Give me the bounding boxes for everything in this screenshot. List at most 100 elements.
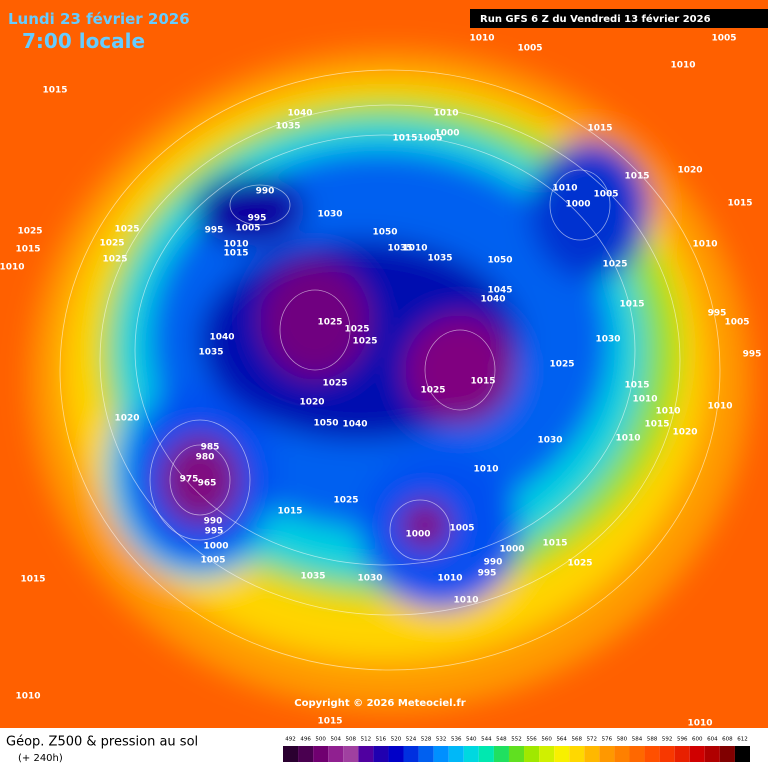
scale-swatch — [569, 746, 585, 762]
pressure-label: 1020 — [299, 398, 324, 408]
scale-swatch — [584, 746, 600, 762]
pressure-label: 1025 — [317, 318, 342, 328]
pressure-label: 1050 — [313, 419, 338, 429]
field — [405, 315, 515, 425]
pressure-label: 995 — [743, 350, 762, 360]
field — [195, 175, 305, 245]
pressure-label: 1015 — [727, 199, 752, 209]
pressure-label: 1015 — [42, 86, 67, 96]
scale-swatch — [358, 746, 374, 762]
pressure-label: 1025 — [567, 559, 592, 569]
scale-label: 584 — [632, 737, 643, 743]
scale-label: 508 — [346, 737, 357, 743]
pressure-label: 1005 — [235, 224, 260, 234]
scale-swatch — [298, 746, 314, 762]
pressure-label: 1000 — [565, 200, 590, 210]
scale-label: 492 — [285, 737, 296, 743]
pressure-label: 1030 — [595, 335, 620, 345]
scale-label: 604 — [707, 737, 718, 743]
pressure-label: 1000 — [405, 530, 430, 540]
pressure-label: 1015 — [15, 245, 40, 255]
scale-swatch — [539, 746, 555, 762]
pressure-label: 1015 — [542, 539, 567, 549]
scale-label: 600 — [692, 737, 703, 743]
pressure-label: 990 — [256, 187, 275, 197]
scale-swatch — [599, 746, 615, 762]
pressure-label: 1010 — [402, 244, 427, 254]
pressure-label: 1015 — [20, 575, 45, 585]
scale-label: 564 — [556, 737, 567, 743]
scale-label: 528 — [421, 737, 432, 743]
pressure-label: 1000 — [434, 129, 459, 139]
scale-label: 592 — [662, 737, 673, 743]
pressure-label: 1020 — [672, 428, 697, 438]
scale-swatch — [283, 746, 299, 762]
pressure-label: 995 — [205, 527, 224, 537]
pressure-label: 990 — [484, 558, 503, 568]
pressure-label: 1025 — [549, 360, 574, 370]
pressure-label: 1010 — [437, 574, 462, 584]
scale-swatch — [403, 746, 419, 762]
pressure-label: 1015 — [470, 377, 495, 387]
scale-label: 572 — [587, 737, 598, 743]
pressure-label: 995 — [205, 226, 224, 236]
scale-swatch — [734, 746, 750, 762]
scale-label: 608 — [722, 737, 733, 743]
pressure-label: 1035 — [427, 254, 452, 264]
scale-swatch — [629, 746, 645, 762]
footer-title: Géop. Z500 & pression au sol — [6, 735, 198, 750]
pressure-label: 1005 — [417, 134, 442, 144]
pressure-label: 1025 — [344, 325, 369, 335]
pressure-label: 1005 — [449, 524, 474, 534]
pressure-label: 1025 — [114, 225, 139, 235]
pressure-label: 1005 — [593, 190, 618, 200]
pressure-label: 1015 — [624, 172, 649, 182]
pressure-label: 1015 — [587, 124, 612, 134]
scale-label: 512 — [361, 737, 372, 743]
pressure-label: 1035 — [198, 348, 223, 358]
pressure-label: 1040 — [480, 295, 505, 305]
pressure-label: 1050 — [487, 256, 512, 266]
scale-label: 500 — [315, 737, 326, 743]
pressure-label: 975 — [180, 475, 199, 485]
scale-label: 560 — [541, 737, 552, 743]
pressure-label: 1035 — [275, 122, 300, 132]
pressure-label: 1015 — [644, 420, 669, 430]
scale-swatch — [719, 746, 735, 762]
valid-time: 7:00 locale — [22, 29, 145, 53]
scale-label: 536 — [451, 737, 462, 743]
scale-label: 516 — [376, 737, 387, 743]
field — [530, 140, 650, 280]
pressure-label: 1010 — [433, 109, 458, 119]
pressure-label: 1035 — [300, 572, 325, 582]
pressure-label: 1030 — [537, 436, 562, 446]
scale-label: 548 — [496, 737, 507, 743]
copyright: Copyright © 2026 Meteociel.fr — [294, 698, 465, 709]
pressure-label: 1010 — [453, 596, 478, 606]
pressure-label: 1010 — [632, 395, 657, 405]
pressure-label: 1025 — [99, 239, 124, 249]
field — [400, 500, 450, 550]
pressure-label: 1025 — [420, 386, 445, 396]
pressure-label: 1005 — [517, 44, 542, 54]
footer-lead: (+ 240h) — [18, 753, 63, 764]
pressure-label: 1005 — [724, 318, 749, 328]
pressure-label: 1025 — [17, 227, 42, 237]
scale-label: 556 — [526, 737, 537, 743]
pressure-label: 1015 — [624, 381, 649, 391]
pressure-label: 1025 — [322, 379, 347, 389]
scale-swatch — [644, 746, 660, 762]
scale-swatch — [659, 746, 675, 762]
pressure-label: 1005 — [200, 556, 225, 566]
scale-label: 552 — [511, 737, 522, 743]
pressure-label: 995 — [248, 214, 267, 224]
pressure-label: 1010 — [692, 240, 717, 250]
pressure-label: 1010 — [473, 465, 498, 475]
pressure-label: 1010 — [15, 692, 40, 702]
pressure-label: 1010 — [469, 34, 494, 44]
pressure-label: 1010 — [552, 184, 577, 194]
isobars — [59, 69, 721, 671]
scale-swatch — [674, 746, 690, 762]
pressure-label: 1000 — [499, 545, 524, 555]
